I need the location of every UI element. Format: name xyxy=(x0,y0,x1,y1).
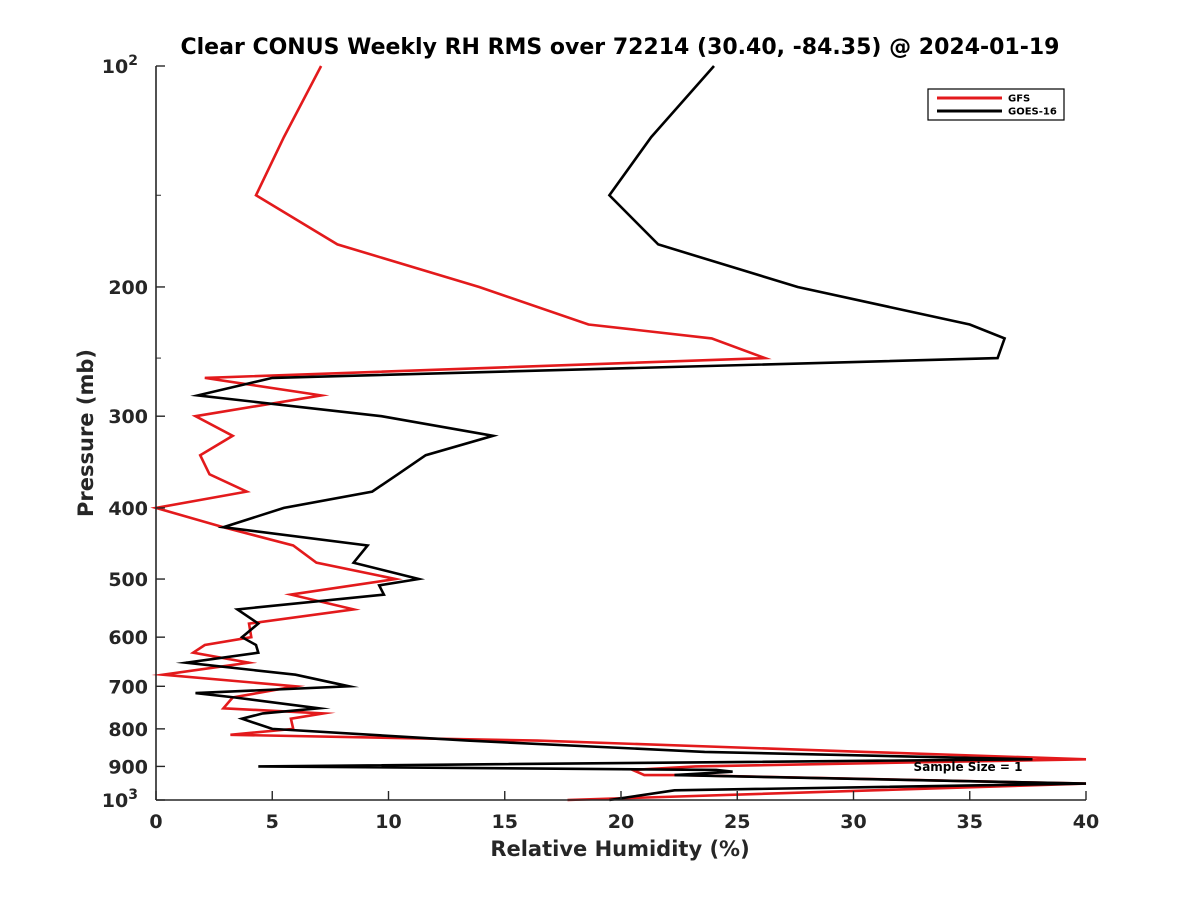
x-axis-label: Relative Humidity (%) xyxy=(490,837,749,861)
y-tick-label: 700 xyxy=(108,676,148,698)
y-tick-label: 300 xyxy=(108,406,148,428)
x-tick-label: 15 xyxy=(492,811,518,833)
x-tick-label: 30 xyxy=(840,811,866,833)
chart-title: Clear CONUS Weekly RH RMS over 72214 (30… xyxy=(181,35,1060,60)
ticks: 0 5 10 15 20 25 30 35 40 102 200 300 400 500 600 700 800… xyxy=(102,53,1099,833)
y-tick-label: 500 xyxy=(108,569,148,591)
y-tick-label: 200 xyxy=(108,277,148,299)
x-tick-label: 25 xyxy=(724,811,750,833)
y-axis-label: Pressure (mb) xyxy=(74,349,98,517)
x-tick-label: 0 xyxy=(149,811,162,833)
y-tick-label: 800 xyxy=(108,719,148,741)
series-line-gfs xyxy=(150,65,1087,802)
legend-label-goes16: GOES-16 xyxy=(1008,107,1057,118)
series-line-goes16 xyxy=(175,65,1087,802)
sample-size-annotation: Sample Size = 1 xyxy=(914,760,1023,774)
y-tick-label: 102 xyxy=(102,53,138,78)
x-tick-label: 40 xyxy=(1073,811,1099,833)
y-tick-label: 400 xyxy=(108,498,148,520)
x-tick-label: 35 xyxy=(957,811,983,833)
legend-label-gfs: GFS xyxy=(1008,94,1030,105)
legend: GFS GOES-16 xyxy=(927,88,1065,121)
x-tick-label: 10 xyxy=(375,811,401,833)
x-tick-label: 5 xyxy=(266,811,279,833)
y-tick-label: 900 xyxy=(108,756,148,778)
series-layer xyxy=(150,65,1087,802)
x-tick-label: 20 xyxy=(608,811,634,833)
y-tick-label: 103 xyxy=(102,787,138,812)
y-tick-label: 600 xyxy=(108,627,148,649)
legend-box xyxy=(927,88,1065,121)
